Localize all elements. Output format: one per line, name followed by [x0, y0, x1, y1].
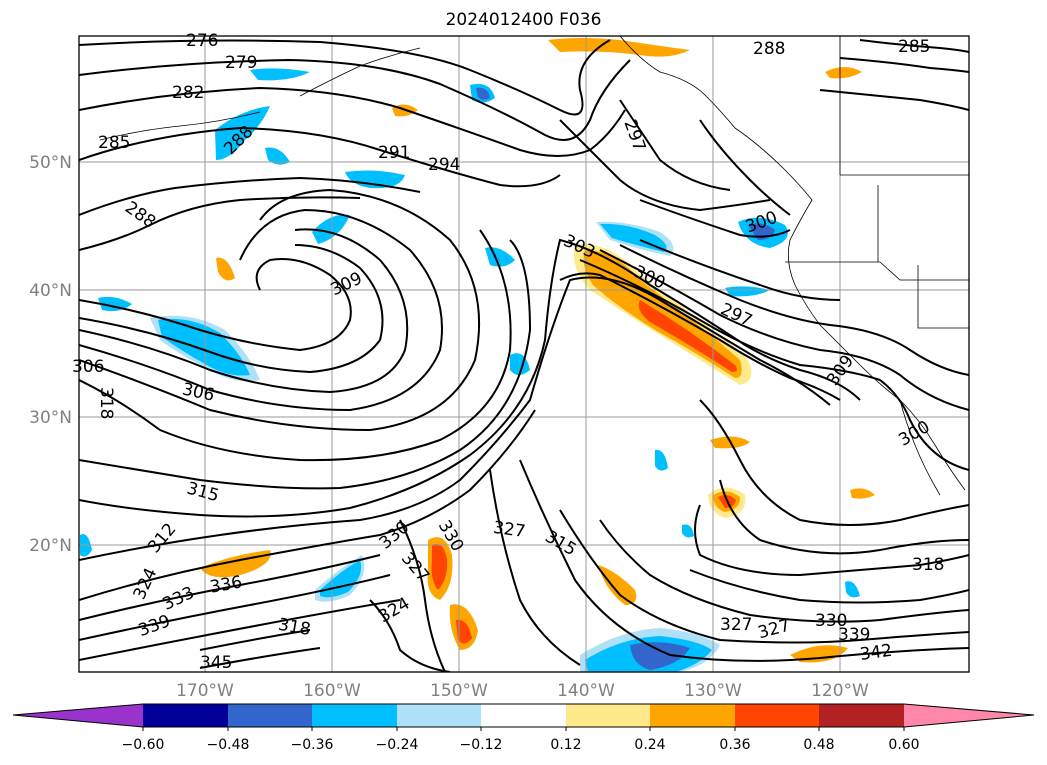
- colorbar-segment: [481, 704, 566, 727]
- colorbar-tick-label: −0.36: [291, 737, 334, 753]
- colorbar-tick-label: 0.12: [550, 737, 581, 753]
- contour-label: 345: [200, 653, 232, 673]
- colorbar-segment: [397, 704, 481, 727]
- colorbar-segment: [904, 704, 1034, 727]
- contour-label: 330: [815, 611, 847, 631]
- map-frame: [78, 35, 970, 673]
- colorbar-tick-label: 0.24: [634, 737, 665, 753]
- contour-label: 279: [225, 53, 257, 73]
- colorbar: −0.60 −0.48 −0.36 −0.24 −0.12 0.12 0.24 …: [12, 703, 1035, 753]
- colorbar-tick-label: 0.48: [803, 737, 834, 753]
- colorbar-segment: [228, 704, 312, 727]
- lat-label: 30°N: [29, 408, 72, 428]
- lon-label: 160°W: [303, 681, 361, 701]
- lat-label: 50°N: [29, 153, 72, 173]
- lon-label: 140°W: [557, 681, 615, 701]
- lat-label: 20°N: [29, 536, 72, 556]
- lon-label: 120°W: [811, 681, 869, 701]
- contour-label: 285: [898, 37, 930, 57]
- contour-label: 339: [838, 625, 870, 645]
- latitude-labels: 50°N 40°N 30°N 20°N: [29, 153, 72, 556]
- contour-label: 318: [96, 387, 116, 419]
- colorbar-segment: [13, 704, 143, 727]
- contour-label: 294: [428, 155, 460, 175]
- lon-label: 130°W: [684, 681, 742, 701]
- contour-label: 291: [378, 143, 410, 163]
- colorbar-segment: [650, 704, 735, 727]
- contour-label: 327: [492, 518, 527, 542]
- colorbar-segment: [566, 704, 650, 727]
- contour-label: 276: [186, 31, 218, 51]
- colorbar-segment: [735, 704, 819, 727]
- contour-label: 285: [98, 133, 130, 153]
- contour-lines: [79, 39, 969, 672]
- colorbar-tick-label: −0.48: [207, 737, 250, 753]
- lon-label: 150°W: [430, 681, 488, 701]
- contour-label: 288: [753, 39, 785, 59]
- contour-label: 306: [72, 357, 104, 377]
- colorbar-tick-label: 0.36: [719, 737, 750, 753]
- colorbar-tick-label: 0.60: [888, 737, 919, 753]
- colorbar-tick-label: −0.12: [460, 737, 503, 753]
- lat-label: 40°N: [29, 281, 72, 301]
- contour-label: 342: [859, 641, 894, 665]
- map-title: 2024012400 F036: [445, 10, 602, 30]
- contour-label: 282: [172, 83, 204, 103]
- colorbar-segment: [819, 704, 904, 727]
- colorbar-tick-label: −0.24: [376, 737, 419, 753]
- longitude-labels: 170°W 160°W 150°W 140°W 130°W 120°W: [176, 681, 869, 701]
- colorbar-tick-label: −0.60: [122, 737, 165, 753]
- lon-label: 170°W: [176, 681, 234, 701]
- colorbar-segment: [143, 704, 228, 727]
- contour-label: 318: [912, 555, 944, 575]
- colorbar-segment: [312, 704, 397, 727]
- contour-label: 327: [720, 615, 752, 635]
